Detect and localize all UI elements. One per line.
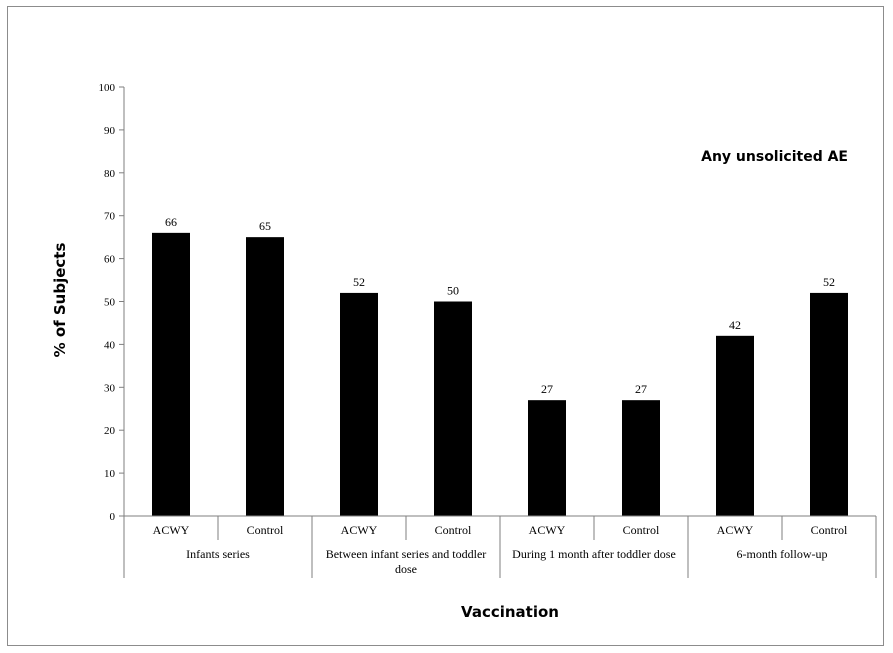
x-axis-title: Vaccination — [461, 603, 559, 621]
x-category-label: Control — [247, 523, 284, 537]
y-tick-label: 60 — [104, 254, 116, 266]
bar — [716, 335, 754, 516]
y-tick-label: 20 — [104, 425, 116, 437]
y-axis: 0 10 20 30 40 50 60 70 80 90 100 — [99, 82, 125, 523]
x-group-label: During 1 month after toddler dose — [512, 547, 676, 561]
data-label: 66 — [165, 215, 177, 229]
y-axis-title: % of Subjects — [51, 243, 69, 358]
y-tick-label: 10 — [104, 468, 116, 480]
x-group-label: Between infant series and toddler — [326, 547, 487, 561]
y-tick-label: 80 — [104, 168, 116, 180]
data-label: 27 — [635, 382, 647, 396]
x-axis: ACWY Control Infants series ACWY Control Betw… — [123, 515, 877, 578]
data-label: 50 — [447, 284, 459, 298]
x-category-label: Control — [623, 523, 660, 537]
x-category-label: ACWY — [717, 523, 754, 537]
x-group-label: dose — [395, 562, 417, 576]
y-tick-label: 100 — [99, 82, 116, 94]
bar — [246, 237, 284, 516]
bar — [434, 301, 472, 516]
y-tick-label: 30 — [104, 382, 116, 394]
y-tick-label: 50 — [104, 297, 116, 309]
bar — [810, 292, 848, 516]
bar — [340, 292, 378, 516]
bar — [152, 232, 190, 517]
data-label: 65 — [259, 219, 271, 233]
y-tick-label: 0 — [110, 511, 116, 523]
data-label: 42 — [729, 318, 741, 332]
bar — [622, 400, 660, 516]
bars: 66 65 52 50 27 27 42 52 — [152, 215, 848, 517]
y-tick-label: 90 — [104, 125, 116, 137]
x-group-label: Infants series — [186, 547, 250, 561]
x-category-label: Control — [811, 523, 848, 537]
x-group-label: 6-month follow-up — [737, 547, 828, 561]
x-category-label: ACWY — [529, 523, 566, 537]
data-label: 52 — [823, 275, 835, 289]
y-tick-label: 40 — [104, 339, 116, 351]
bar — [528, 400, 566, 516]
chart-annotation: Any unsolicited AE — [701, 149, 848, 165]
x-category-label: ACWY — [153, 523, 190, 537]
y-tick-label: 70 — [104, 211, 116, 223]
x-category-label: Control — [435, 523, 472, 537]
x-category-label: ACWY — [341, 523, 378, 537]
data-label: 52 — [353, 275, 365, 289]
data-label: 27 — [541, 382, 553, 396]
